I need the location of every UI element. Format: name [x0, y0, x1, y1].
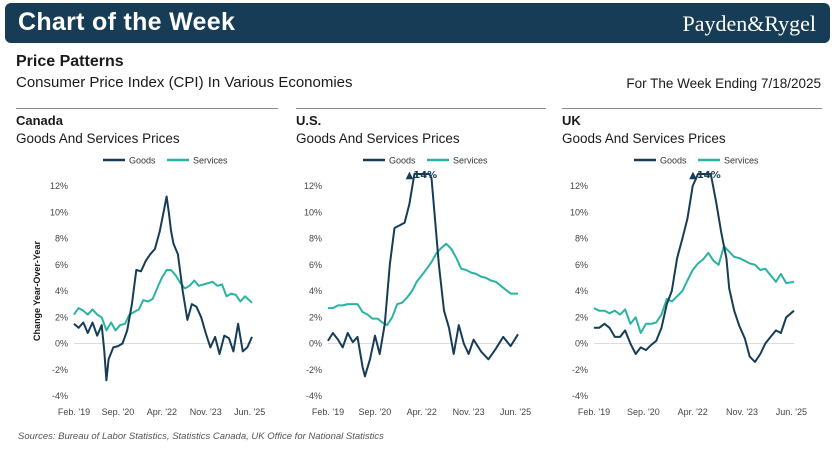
panel-rule	[296, 108, 546, 109]
y-tick-label: 4%	[575, 286, 588, 296]
y-tick-label: 0%	[309, 339, 322, 349]
x-tick-label: Nov. '23	[190, 407, 222, 417]
peak-annotation: ▲14%	[406, 170, 438, 181]
y-tick-label: -2%	[306, 365, 322, 375]
header-banner: Chart of the Week Payden&Rygel	[5, 3, 830, 43]
y-tick-label: -4%	[306, 391, 322, 401]
y-tick-label: 0%	[575, 339, 588, 349]
y-tick-label: -4%	[572, 391, 588, 401]
page-title: Price Patterns	[16, 53, 124, 70]
x-tick-label: Jun. '25	[776, 407, 807, 417]
week-label: For The Week Ending 7/18/2025	[626, 76, 821, 91]
y-tick-label: 4%	[309, 286, 322, 296]
x-tick-label: Jun. '25	[234, 407, 265, 417]
brand-logo: Payden&Rygel	[682, 11, 816, 36]
series-line-goods	[73, 195, 253, 382]
chart-uk: -4% -2% 0% 2% 4% 6% 8% 10% 12% Feb. '19 Sep. '20 Ap…	[570, 156, 807, 418]
page-subtitle: Consumer Price Index (CPI) In Various Ec…	[16, 74, 353, 91]
panel-subtitle: Goods And Services Prices	[562, 131, 726, 146]
y-tick-label: 10%	[570, 207, 588, 217]
x-tick-label: Feb. '19	[578, 407, 610, 417]
x-tick-label: Nov. '23	[726, 407, 758, 417]
y-tick-label: 12%	[304, 181, 322, 191]
y-tick-label: 0%	[55, 339, 68, 349]
legend-label-services: Services	[193, 156, 228, 166]
y-tick-label: 12%	[50, 181, 68, 191]
x-tick-label: Apr. '22	[407, 407, 437, 417]
legend-label-services: Services	[724, 156, 759, 166]
legend-label-goods: Goods	[389, 156, 416, 166]
y-tick-label: -4%	[52, 391, 68, 401]
series-line-services	[73, 269, 253, 332]
y-tick-label: 2%	[575, 312, 588, 322]
panel-subtitle: Goods And Services Prices	[16, 131, 180, 146]
header-title: Chart of the Week	[18, 8, 236, 36]
chart-us: -4% -2% 0% 2% 4% 6% 8% 10% 12% Feb. '19 Sep. '20 Ap…	[304, 156, 531, 418]
legend-label-services: Services	[453, 156, 488, 166]
panel-title: U.S.	[296, 113, 322, 128]
y-axis-title: Change Year-Over-Year	[32, 241, 42, 341]
x-tick-label: Sep. '20	[359, 407, 392, 417]
y-tick-label: 10%	[50, 207, 68, 217]
legend-label-goods: Goods	[129, 156, 156, 166]
y-tick-label: 12%	[570, 181, 588, 191]
x-tick-label: Feb. '19	[312, 407, 344, 417]
panel-title: Canada	[16, 113, 63, 128]
legend-label-goods: Goods	[660, 156, 687, 166]
y-tick-label: 8%	[575, 234, 588, 244]
series-line-services	[327, 242, 518, 327]
series-line-goods	[327, 173, 519, 378]
x-tick-label: Apr. '22	[147, 407, 177, 417]
source-note: Sources: Bureau of Labor Statistics, Sta…	[18, 431, 384, 442]
panel-subtitle: Goods And Services Prices	[296, 131, 460, 146]
y-tick-label: 6%	[575, 260, 588, 270]
y-tick-label: 8%	[55, 234, 68, 244]
y-tick-label: 2%	[55, 312, 68, 322]
y-tick-label: 6%	[309, 260, 322, 270]
y-tick-label: 6%	[55, 260, 68, 270]
y-tick-label: -2%	[572, 365, 588, 375]
x-tick-label: Feb. '19	[58, 407, 90, 417]
x-tick-label: Jun. '25	[500, 407, 531, 417]
panel-title: UK	[562, 113, 581, 128]
y-tick-label: 8%	[309, 234, 322, 244]
y-tick-label: 4%	[55, 286, 68, 296]
y-tick-label: 2%	[309, 312, 322, 322]
chart-canada: -4% -2% 0% 2% 4% 6% 8% 10% 12% Feb. '19 Sep. '20 Ap…	[32, 156, 265, 418]
y-tick-label: 10%	[304, 207, 322, 217]
panel-rule	[16, 108, 278, 109]
x-tick-label: Sep. '20	[627, 407, 660, 417]
series-line-goods	[593, 173, 795, 363]
x-tick-label: Nov. '23	[453, 407, 485, 417]
x-tick-label: Sep. '20	[102, 407, 135, 417]
series-line-services	[593, 245, 795, 334]
y-tick-label: -2%	[52, 365, 68, 375]
peak-annotation: ▲14%	[689, 170, 721, 181]
x-tick-label: Apr. '22	[678, 407, 708, 417]
panel-rule	[562, 108, 822, 109]
